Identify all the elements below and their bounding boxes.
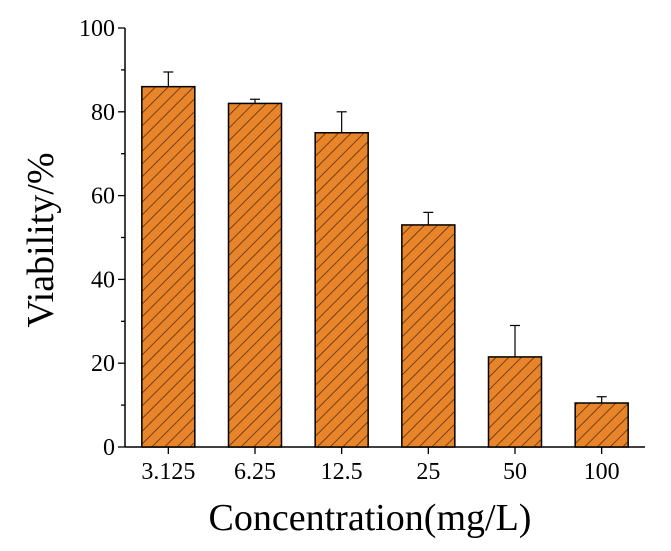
y-tick-label: 0 [103, 435, 115, 461]
bar [401, 224, 456, 448]
bar [227, 102, 283, 448]
y-axis-title: Viability/% [20, 152, 62, 327]
x-tick-label: 100 [584, 459, 620, 485]
x-tick-label: 50 [503, 459, 527, 485]
x-tick-label: 3.125 [141, 459, 195, 485]
x-tick-label: 25 [416, 459, 440, 485]
x-axis-title: Concentration(mg/L) [209, 497, 532, 539]
y-tick-label: 60 [91, 184, 115, 210]
y-tick-label: 20 [91, 351, 115, 377]
y-axis: 0 20 40 60 80 100 [79, 16, 126, 461]
x-axis: 3.125 6.25 12.5 25 50 100 [125, 446, 645, 485]
bar [574, 402, 629, 448]
bar [314, 132, 369, 448]
x-tick-label: 6.25 [234, 459, 276, 485]
bar [141, 85, 196, 448]
y-tick-label: 40 [91, 267, 115, 293]
y-tick-label: 80 [91, 100, 115, 126]
bar [487, 356, 543, 448]
x-tick-label: 12.5 [321, 459, 363, 485]
y-tick-label: 100 [79, 16, 115, 42]
bars [141, 71, 629, 448]
